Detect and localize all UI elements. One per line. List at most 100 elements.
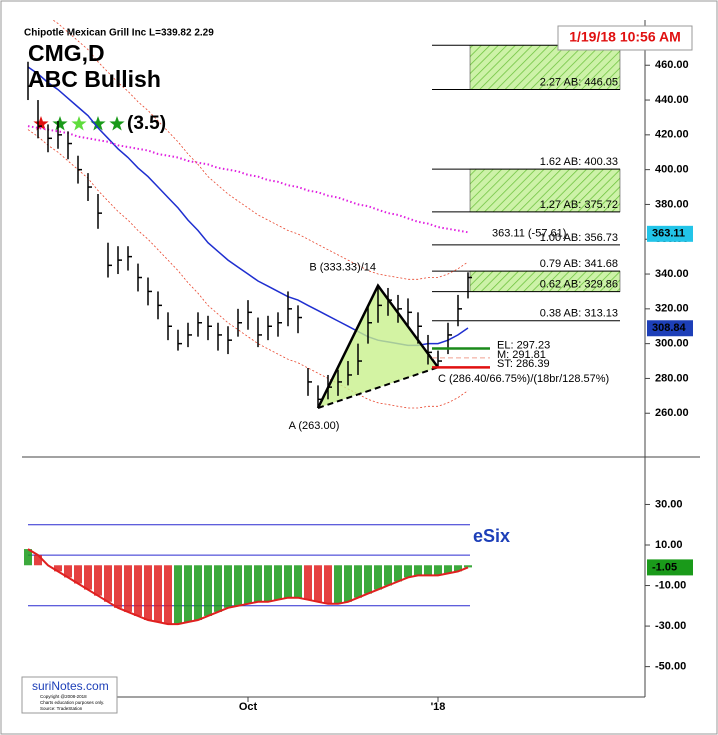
histogram-bar bbox=[344, 565, 352, 602]
histogram-bar bbox=[124, 565, 132, 612]
histogram-bar bbox=[334, 565, 342, 604]
last-value-label: -1.05 bbox=[652, 561, 677, 573]
histogram-bar bbox=[304, 565, 312, 600]
histogram-bar bbox=[444, 565, 452, 574]
rating-star bbox=[90, 116, 106, 131]
y-tick-label: 320.00 bbox=[655, 303, 689, 315]
histogram-bar bbox=[144, 565, 152, 620]
level-label: 0.38 AB: 313.13 bbox=[540, 308, 618, 320]
histogram-bar bbox=[424, 565, 432, 576]
histogram-bar bbox=[24, 549, 32, 566]
histogram-bar bbox=[354, 565, 362, 598]
level-label: 0.62 AB: 329.86 bbox=[540, 279, 618, 291]
y-tick-label: 30.00 bbox=[655, 498, 683, 510]
y-tick-label: -50.00 bbox=[655, 661, 686, 673]
last-value-tag bbox=[647, 320, 693, 337]
rating-star bbox=[109, 116, 125, 131]
annotation: 363.11 (-57.61) bbox=[492, 228, 566, 240]
y-tick-label: 300.00 bbox=[655, 338, 689, 350]
histogram-bar bbox=[374, 565, 382, 590]
rating-star bbox=[52, 116, 68, 131]
last-value-label: 363.11 bbox=[652, 228, 685, 240]
oscillator-title: eSix bbox=[473, 526, 510, 546]
histogram-bar bbox=[54, 565, 62, 572]
symbol-line: Chipotle Mexican Grill Inc L=339.82 2.29 bbox=[24, 28, 214, 39]
histogram-bar bbox=[254, 565, 262, 602]
logo-brand: suriNotes.com bbox=[32, 679, 109, 693]
moving-average bbox=[27, 125, 469, 234]
rating-star bbox=[33, 116, 49, 131]
timestamp: 1/19/18 10:56 AM bbox=[569, 29, 681, 45]
histogram-bar bbox=[454, 565, 462, 572]
logo-line: Charts education purposes only. bbox=[40, 700, 104, 705]
histogram-bar bbox=[134, 565, 142, 616]
histogram-bar bbox=[294, 565, 302, 598]
histogram-bar bbox=[314, 565, 322, 602]
y-tick-label: 260.00 bbox=[655, 407, 689, 419]
histogram-bar bbox=[84, 565, 92, 590]
histogram-bar bbox=[274, 565, 282, 600]
y-tick-label: 380.00 bbox=[655, 198, 689, 210]
oscillator-line bbox=[27, 548, 469, 626]
logo-line: Copyright @2008-2018 bbox=[40, 694, 87, 699]
logo-line: Source: TradeStation bbox=[40, 706, 83, 711]
histogram-bar bbox=[404, 565, 412, 578]
pattern-base bbox=[317, 366, 439, 409]
level-label: 2.27 AB: 446.05 bbox=[540, 76, 618, 88]
level-label: 1.27 AB: 375.72 bbox=[540, 199, 618, 211]
histogram-bar bbox=[234, 565, 242, 606]
histogram-bar bbox=[154, 565, 162, 623]
histogram-bar bbox=[244, 565, 252, 604]
logo-box bbox=[21, 676, 118, 714]
rating: (3.5) bbox=[127, 113, 166, 134]
histogram-bar bbox=[34, 555, 42, 566]
histogram-bar bbox=[384, 565, 392, 586]
y-tick-label: 340.00 bbox=[655, 268, 689, 280]
histogram-bar bbox=[284, 565, 292, 598]
timestamp-box bbox=[557, 25, 693, 51]
histogram-bar bbox=[324, 565, 332, 604]
pattern-name: ABC Bullish bbox=[28, 66, 161, 92]
y-tick-label: 280.00 bbox=[655, 372, 689, 384]
histogram-bar bbox=[214, 565, 222, 612]
y-tick-label: -30.00 bbox=[655, 620, 686, 632]
moving-average bbox=[27, 129, 469, 409]
histogram-bar bbox=[164, 565, 172, 625]
histogram-bar bbox=[94, 565, 102, 596]
pattern-label: C (286.40/66.75%)/(18br/128.57%) bbox=[438, 373, 609, 385]
histogram-bar bbox=[464, 565, 472, 568]
x-tick-label: '18 bbox=[431, 701, 446, 713]
plot: 260.00280.00300.00320.00340.00360.00380.… bbox=[24, 20, 693, 713]
histogram-bar bbox=[104, 565, 112, 602]
moving-average bbox=[52, 20, 469, 280]
y-tick-label: 10.00 bbox=[655, 539, 683, 551]
histogram-bar bbox=[414, 565, 422, 576]
y-tick-label: 420.00 bbox=[655, 129, 689, 141]
histogram-bar bbox=[364, 565, 372, 594]
histogram-bar bbox=[174, 565, 182, 625]
trade-label: M: 291.81 bbox=[497, 349, 546, 361]
histogram-bar bbox=[394, 565, 402, 582]
histogram-bar bbox=[224, 565, 232, 608]
trade-label: EL: 297.23 bbox=[497, 339, 550, 351]
last-value-label: 308.84 bbox=[652, 322, 687, 334]
rating-star bbox=[71, 116, 87, 131]
histogram-bar bbox=[64, 565, 72, 578]
histogram-bar bbox=[194, 565, 202, 620]
histogram-bar bbox=[204, 565, 212, 616]
last-value-tag bbox=[647, 559, 693, 576]
x-tick-label: Oct bbox=[239, 701, 258, 713]
histogram-bar bbox=[264, 565, 272, 602]
pattern-label: A (263.00) bbox=[289, 420, 340, 432]
level-label: 1.00 AB: 356.73 bbox=[540, 232, 618, 244]
y-tick-label: 460.00 bbox=[655, 59, 689, 71]
y-tick-label: 400.00 bbox=[655, 164, 689, 176]
last-value-tag bbox=[647, 225, 693, 242]
histogram-bar bbox=[434, 565, 442, 576]
level-label: 1.62 AB: 400.33 bbox=[540, 156, 618, 168]
y-tick-label: -10.00 bbox=[655, 579, 686, 591]
level-label: 0.79 AB: 341.68 bbox=[540, 258, 618, 270]
price-plot: 2.27 AB: 446.05 1.62 AB: 400.33 1.27 AB: 3… bbox=[27, 20, 621, 432]
